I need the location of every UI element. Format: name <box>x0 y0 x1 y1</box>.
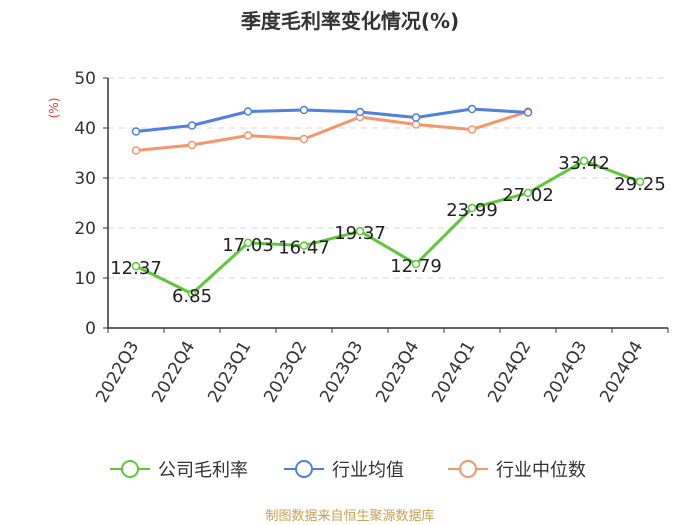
x-tick-label: 2023Q3 <box>316 338 367 406</box>
data-label: 27.02 <box>502 185 554 206</box>
data-label: 12.37 <box>110 258 162 279</box>
data-point <box>411 113 421 122</box>
data-point <box>187 289 197 298</box>
x-tick-label: 2024Q1 <box>428 338 479 406</box>
legend-marker-icon <box>459 460 477 478</box>
y-tick-label: 50 <box>74 69 96 89</box>
y-tick-label: 0 <box>85 319 96 339</box>
y-tick-label: 40 <box>74 119 96 139</box>
data-label: 16.47 <box>278 238 330 259</box>
data-point <box>467 203 477 213</box>
data-point <box>411 120 421 129</box>
legend-item[interactable]: 行业均值 <box>284 460 404 481</box>
data-point <box>579 156 589 166</box>
x-tick-label: 2024Q2 <box>484 338 535 406</box>
legend-label: 行业均值 <box>332 460 404 481</box>
series-line <box>135 107 529 133</box>
x-tick-label: 2024Q4 <box>596 338 647 406</box>
x-tick-label: 2023Q1 <box>204 338 255 406</box>
data-point <box>635 177 645 186</box>
chart-title: 季度毛利率变化情况(%) <box>240 9 459 33</box>
data-label: 12.79 <box>390 256 442 277</box>
legend-label: 行业中位数 <box>496 460 586 481</box>
x-tick-label: 2022Q4 <box>148 338 199 406</box>
data-label: 29.25 <box>614 174 666 195</box>
data-point <box>243 107 253 116</box>
data-point <box>187 121 197 130</box>
data-point <box>523 108 533 117</box>
legend-item[interactable]: 行业中位数 <box>448 460 586 481</box>
series-line <box>135 159 641 296</box>
data-point <box>299 105 309 115</box>
x-axis-ticks: 2022Q3 2022Q4 2023Q1 2023Q2 2023Q3 2023Q4 2024… <box>92 338 647 406</box>
data-label: 6.85 <box>172 286 212 307</box>
y-axis-label: (%) <box>47 98 61 119</box>
data-label: 33.42 <box>558 153 610 174</box>
y-tick-label: 20 <box>74 219 96 239</box>
legend-marker-icon <box>121 460 139 478</box>
data-point <box>411 259 421 269</box>
y-tick-label: 10 <box>74 269 96 289</box>
legend-label: 公司毛利率 <box>158 460 248 481</box>
source-note: 制图数据来自恒生聚源数据库 <box>265 509 435 524</box>
data-point <box>467 125 477 134</box>
data-point <box>131 146 141 155</box>
data-point <box>299 241 309 250</box>
legend: 公司毛利率 行业均值 行业中位数 <box>110 460 586 481</box>
data-point <box>355 107 365 117</box>
data-point <box>355 226 365 236</box>
data-label: 19.37 <box>334 223 386 244</box>
y-tick-label: 30 <box>74 169 96 189</box>
data-point <box>243 131 253 140</box>
data-point <box>187 140 197 150</box>
data-label: 23.99 <box>446 200 498 221</box>
y-axis-ticks: 0 10 20 30 40 50 <box>74 69 96 339</box>
data-point <box>131 261 141 271</box>
data-point <box>467 104 477 114</box>
x-tick-label: 2023Q2 <box>260 338 311 406</box>
x-tick-label: 2023Q4 <box>372 338 423 406</box>
series-line <box>135 110 529 152</box>
grid-lines <box>108 77 668 279</box>
data-point <box>523 188 533 198</box>
series-group <box>131 104 645 298</box>
data-point <box>299 134 309 144</box>
legend-marker-icon <box>295 460 313 478</box>
data-label: 17.03 <box>222 235 274 256</box>
legend-item[interactable]: 公司毛利率 <box>110 460 248 481</box>
data-point <box>131 127 141 136</box>
x-tick-label: 2024Q3 <box>540 338 591 406</box>
x-tick-label: 2022Q3 <box>92 338 143 406</box>
data-point <box>243 238 253 248</box>
axes <box>103 77 669 333</box>
